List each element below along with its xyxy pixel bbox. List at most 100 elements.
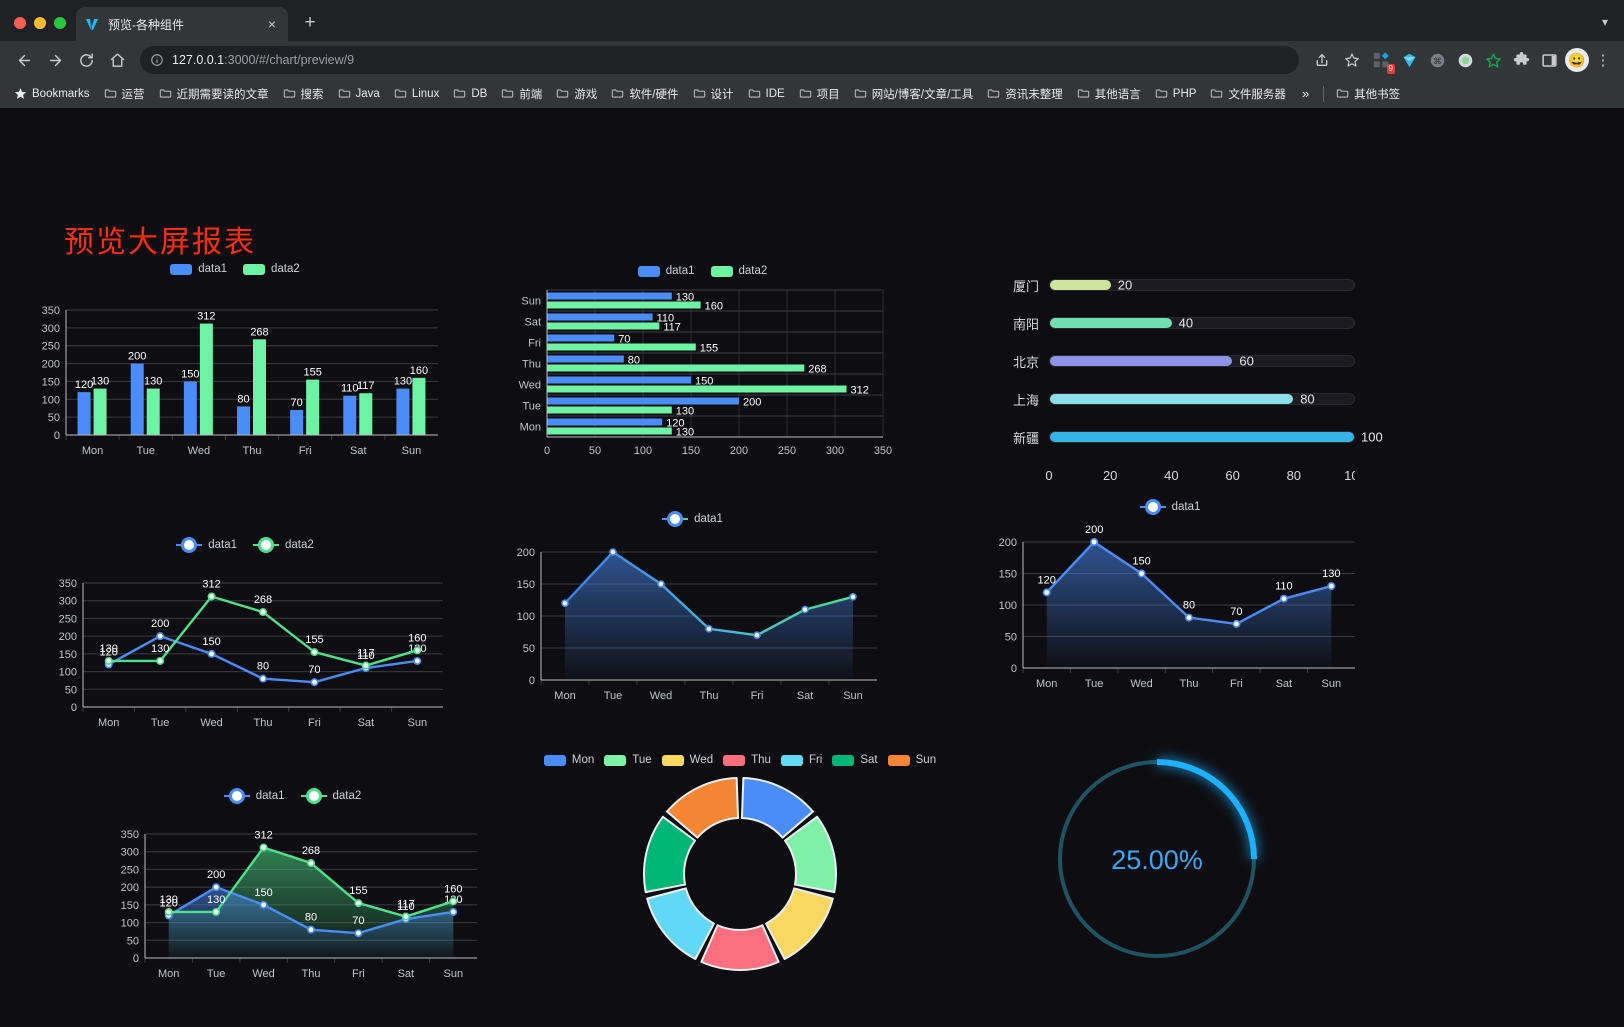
legend-item-sun[interactable]: Sun bbox=[887, 754, 936, 766]
progress-track[interactable]: 60 bbox=[1049, 354, 1355, 369]
svg-text:110: 110 bbox=[397, 901, 415, 913]
bookmark-folder-list: 运营 近期需要读的文章 搜索 Java Linux DB 前端 游戏 软件/硬件 设计 IDE 项目 网… bbox=[98, 83, 1292, 105]
bookmark-star-icon[interactable] bbox=[1338, 46, 1366, 74]
bookmark-folder[interactable]: 其他语言 bbox=[1071, 83, 1147, 105]
back-arrow-icon[interactable] bbox=[10, 46, 38, 74]
bookmark-folder[interactable]: 设计 bbox=[687, 83, 740, 105]
bookmark-folder[interactable]: 资讯未整理 bbox=[981, 83, 1069, 105]
svg-text:250: 250 bbox=[121, 864, 139, 876]
bookmarks-overflow-chevron-icon[interactable]: » bbox=[1301, 86, 1310, 101]
bookmark-folder[interactable]: 前端 bbox=[495, 83, 548, 105]
bookmark-folder[interactable]: 软件/硬件 bbox=[605, 83, 684, 105]
bookmark-label: PHP bbox=[1172, 87, 1197, 100]
legend-item-sat[interactable]: Sat bbox=[832, 754, 878, 766]
tab-close-icon[interactable]: × bbox=[267, 16, 277, 32]
bookmark-folder[interactable]: 项目 bbox=[793, 83, 846, 105]
reload-icon[interactable] bbox=[72, 46, 100, 74]
legend-item-wed[interactable]: Wed bbox=[661, 754, 713, 766]
other-bookmarks-folder[interactable]: 其他书签 bbox=[1330, 83, 1406, 105]
legend-item-data1[interactable]: data1 bbox=[170, 263, 227, 275]
bookmark-folder[interactable]: 网站/博客/文章/工具 bbox=[848, 83, 980, 105]
legend-item-data1[interactable]: data1 bbox=[637, 265, 695, 277]
svg-text:130: 130 bbox=[394, 376, 412, 388]
chart-donut: Mon Tue Wed Thu Fri Sat Sun bbox=[540, 748, 940, 998]
legend-item-fri[interactable]: Fri bbox=[780, 754, 822, 766]
bookmark-label: 设计 bbox=[710, 88, 734, 101]
address-bar-url: 127.0.0.1:3000/#/chart/preview/9 bbox=[172, 53, 354, 67]
progress-track[interactable]: 40 bbox=[1049, 316, 1355, 331]
legend-swatch-icon bbox=[723, 754, 746, 766]
svg-text:70: 70 bbox=[291, 397, 303, 409]
new-tab-button[interactable]: + bbox=[304, 12, 316, 33]
bookmark-folder[interactable]: IDE bbox=[742, 84, 791, 103]
legend-item-data2[interactable]: data2 bbox=[710, 265, 767, 277]
svg-text:Fri: Fri bbox=[751, 690, 764, 702]
browser-menu-icon[interactable]: ⋮ bbox=[1595, 52, 1611, 69]
command-icon[interactable]: ⌘ bbox=[1424, 47, 1450, 73]
avatar[interactable]: 😀 bbox=[1564, 47, 1590, 73]
svg-text:Fri: Fri bbox=[1230, 678, 1243, 690]
site-info-icon[interactable] bbox=[150, 53, 164, 67]
folder-icon bbox=[283, 87, 296, 100]
diamond-icon[interactable] bbox=[1396, 47, 1422, 73]
share-icon[interactable] bbox=[1308, 46, 1336, 74]
svg-text:350: 350 bbox=[59, 578, 77, 590]
browser-tab[interactable]: 预览-各种组件 × bbox=[76, 7, 288, 41]
legend-swatch-icon bbox=[637, 265, 660, 277]
chart-bar-vertical: data1 data2 0 50 100 150 200 250 300 350 Mon 120 1… bbox=[20, 258, 450, 478]
close-window-button[interactable] bbox=[14, 17, 26, 29]
bookmark-folder[interactable]: 文件服务器 bbox=[1204, 83, 1292, 105]
svg-text:200: 200 bbox=[730, 445, 748, 457]
svg-text:160: 160 bbox=[408, 632, 426, 644]
maximize-window-button[interactable] bbox=[54, 17, 66, 29]
legend-item-data2[interactable]: data2 bbox=[243, 263, 300, 275]
svg-text:160: 160 bbox=[410, 365, 428, 377]
bookmark-folder[interactable]: 游戏 bbox=[550, 83, 603, 105]
legend-item-data2[interactable]: data2 bbox=[300, 788, 362, 804]
sidepanel-icon[interactable] bbox=[1536, 47, 1562, 73]
legend-item-tue[interactable]: Tue bbox=[604, 754, 652, 766]
svg-text:Sun: Sun bbox=[1321, 678, 1341, 690]
bookmarks-manager-entry[interactable]: Bookmarks bbox=[8, 84, 96, 103]
progress-track[interactable]: 80 bbox=[1049, 392, 1355, 407]
svg-text:100: 100 bbox=[999, 600, 1017, 612]
legend-item-thu[interactable]: Thu bbox=[723, 754, 771, 766]
minimize-window-button[interactable] bbox=[34, 17, 46, 29]
bookmark-folder[interactable]: DB bbox=[447, 84, 493, 103]
legend-label: data2 bbox=[332, 790, 362, 802]
legend-item-data1[interactable]: data1 bbox=[662, 511, 723, 527]
bookmark-folder[interactable]: 搜索 bbox=[277, 83, 330, 105]
bookmark-folder[interactable]: Linux bbox=[388, 84, 446, 103]
bookmark-folder[interactable]: 运营 bbox=[98, 83, 151, 105]
progress-track[interactable]: 100 bbox=[1049, 430, 1383, 445]
bookmark-folder[interactable]: 近期需要读的文章 bbox=[153, 83, 275, 105]
chart-area-single: data1 0 50 100 150 200 Mon Tue Wed Thu Fri Sat Sun 1… bbox=[975, 496, 1365, 706]
svg-text:312: 312 bbox=[851, 385, 869, 397]
forward-arrow-icon[interactable] bbox=[41, 46, 69, 74]
url-path: :3000/#/chart/preview/9 bbox=[224, 53, 355, 67]
svg-text:0: 0 bbox=[1045, 468, 1052, 483]
extensions-grid-icon[interactable]: 9 bbox=[1368, 47, 1395, 74]
svg-text:60: 60 bbox=[1225, 468, 1239, 483]
legend-item-mon[interactable]: Mon bbox=[543, 754, 594, 766]
bookmark-folder[interactable]: PHP bbox=[1149, 84, 1203, 103]
svg-text:Fri: Fri bbox=[299, 445, 312, 457]
bookmark-folder[interactable]: Java bbox=[332, 84, 386, 103]
svg-text:130: 130 bbox=[1322, 568, 1340, 580]
home-icon[interactable] bbox=[103, 46, 131, 74]
legend-line-marker-icon bbox=[662, 511, 689, 527]
progress-track[interactable]: 20 bbox=[1049, 278, 1355, 293]
tab-search-chevron-down-icon[interactable]: ▾ bbox=[1601, 15, 1608, 29]
svg-text:110: 110 bbox=[357, 650, 375, 662]
legend-item-data1[interactable]: data1 bbox=[176, 537, 237, 553]
svg-text:Sun: Sun bbox=[402, 445, 422, 457]
circle-icon[interactable] bbox=[1452, 47, 1478, 73]
legend-item-data1[interactable]: data1 bbox=[223, 788, 285, 804]
svg-text:40: 40 bbox=[1164, 468, 1178, 483]
address-bar[interactable]: 127.0.0.1:3000/#/chart/preview/9 bbox=[140, 46, 1299, 74]
legend-item-data2[interactable]: data2 bbox=[253, 537, 314, 553]
svg-text:155: 155 bbox=[303, 367, 321, 379]
puzzle-icon[interactable] bbox=[1508, 47, 1534, 73]
legend-item-data1[interactable]: data1 bbox=[1139, 499, 1200, 515]
star-outline-green-icon[interactable] bbox=[1480, 47, 1506, 73]
